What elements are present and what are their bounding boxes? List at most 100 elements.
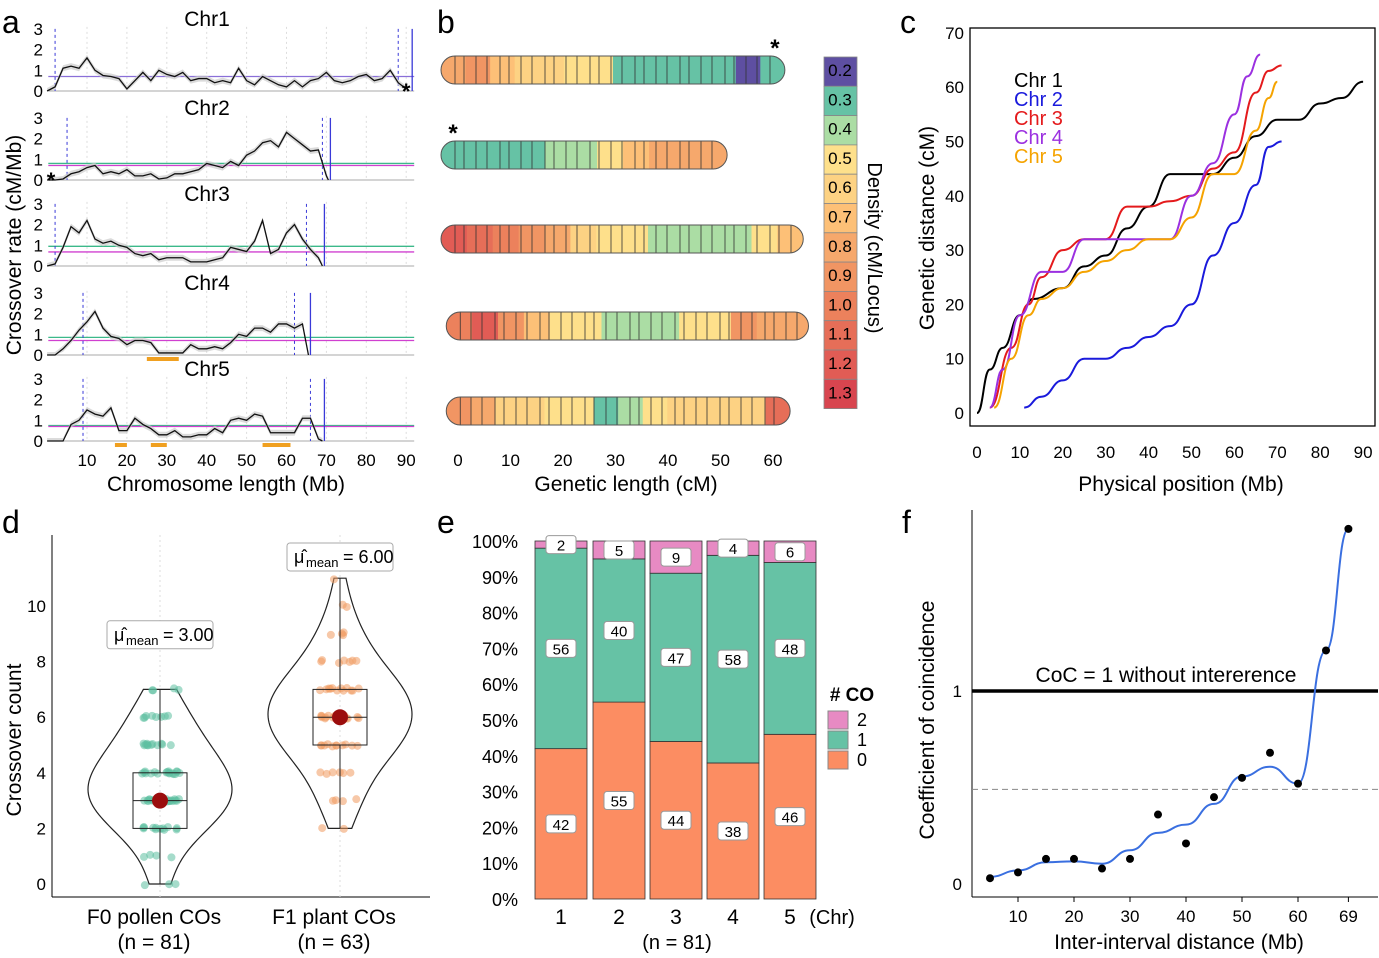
d-data-point [331, 796, 340, 805]
b-density-bin [637, 56, 663, 84]
d-data-point [165, 880, 174, 889]
b-colorbar-cell [823, 144, 858, 175]
a-y-tick: 0 [34, 346, 43, 365]
panel-label-c: c [900, 4, 916, 40]
e-data-label: 56 [553, 641, 570, 658]
e-data-label-box [774, 638, 806, 658]
c-y-tick: 60 [945, 78, 964, 97]
d-data-point [326, 684, 335, 693]
b-density-bin [741, 397, 767, 425]
panel-label-e: e [437, 504, 455, 540]
a-y-tick: 0 [34, 82, 43, 101]
d-mean-symbol: μ̂ [294, 547, 307, 567]
e-bar-chr-1: 42 56 2 1 [534, 535, 588, 929]
b-density-bin [601, 312, 628, 340]
d-y-tick: 10 [27, 597, 46, 616]
d-group-2: μ̂ mean = 6.00 F1 plant COs(n = 63) [267, 535, 413, 954]
e-legend-label-1: 1 [857, 730, 867, 750]
b-chromosome-chr2: * [440, 120, 728, 170]
b-bins [441, 56, 785, 84]
e-data-label: 5 [615, 543, 623, 560]
f-smooth-line [989, 527, 1350, 878]
e-y-tick: 40% [482, 747, 518, 767]
e-legend-swatch-2 [827, 710, 849, 730]
c-x-tick: 70 [1268, 443, 1287, 462]
e-data-label-box [660, 647, 692, 667]
e-n-note: (n = 81) [642, 932, 711, 954]
b-bins [446, 397, 791, 425]
f-data-point [1238, 773, 1246, 782]
a-gap-bar [146, 357, 179, 361]
d-data-point [316, 768, 325, 777]
c-x-tick: 0 [972, 443, 981, 462]
d-data-point [334, 658, 343, 667]
c-legend-label-5: Chr 5 [1014, 146, 1063, 168]
d-data-point [333, 686, 342, 695]
e-data-label: 9 [672, 550, 680, 567]
d-mean-dot [152, 792, 168, 809]
d-data-point [150, 768, 159, 777]
b-density-bin [642, 397, 668, 425]
b-density-bin [756, 312, 784, 340]
d-data-point [316, 686, 325, 695]
b-density-bin [705, 312, 732, 340]
d-data-point [354, 684, 363, 693]
b-colorbar-label: 1.1 [828, 325, 852, 344]
a-x-tick: 90 [397, 451, 416, 470]
b-colorbar-cell [823, 378, 858, 409]
a-y-tick: 3 [34, 20, 43, 39]
b-density-bin [465, 56, 491, 84]
f-data-point [1294, 779, 1302, 788]
c-y-tick: 70 [945, 24, 964, 43]
b-bins [446, 312, 809, 340]
f-reference-label: CoC = 1 without intererence [1036, 664, 1297, 687]
e-data-label-box [603, 791, 635, 811]
e-legend-swatch-0 [827, 750, 849, 770]
b-density-bin [493, 141, 520, 169]
f-x-tick: 69 [1339, 907, 1358, 926]
a-x-tick: 20 [117, 451, 136, 470]
b-colorbar-label: 1.2 [828, 354, 852, 373]
e-x-tick: 2 [613, 906, 625, 929]
b-density-bin [470, 397, 496, 425]
e-y-tick: 70% [482, 639, 518, 659]
d-data-point [140, 881, 149, 890]
e-data-label-box [660, 810, 692, 830]
e-y-tick: 0% [492, 890, 518, 910]
b-density-bin [441, 225, 468, 253]
c-y-title: Genetic distance (cM) [916, 126, 939, 330]
e-x-unit: (Chr) [809, 907, 855, 929]
a-y-tick: 1 [34, 325, 43, 344]
b-density-bin [777, 225, 804, 253]
f-data-point [1014, 868, 1022, 877]
b-density-bin [627, 312, 654, 340]
a-gap-bar [262, 443, 291, 447]
c-series-line-5 [993, 80, 1278, 409]
a-y-tick: 2 [34, 216, 43, 235]
a-x-tick: 40 [197, 451, 216, 470]
c-y-tick: 50 [945, 133, 964, 152]
b-density-bin [569, 397, 595, 425]
b-colorbar-cell [823, 85, 858, 117]
b-chromosome-chr1: * [440, 35, 786, 85]
panel-label-d: d [2, 504, 20, 540]
c-x-title: Physical position (Mb) [1078, 473, 1283, 496]
f-y-tick: 1 [953, 682, 962, 701]
b-chromosome-chr5 [445, 396, 791, 426]
b-colorbar-label: 0.8 [828, 237, 852, 256]
f-x-tick: 60 [1289, 907, 1308, 926]
f-x-tick: 30 [1121, 907, 1140, 926]
a-rate-line [47, 310, 310, 356]
panel-label-b: b [437, 4, 455, 40]
c-y-tick: 30 [945, 241, 964, 260]
b-density-bin [571, 141, 598, 169]
b-colorbar-label: 0.9 [828, 266, 852, 285]
c-series-line-3 [989, 64, 1282, 409]
a-y-tick: 3 [34, 109, 43, 128]
b-colorbar-label: 0.7 [828, 208, 852, 227]
b-density-bin [570, 225, 597, 253]
e-data-label: 46 [782, 810, 799, 827]
b-density-bin [596, 225, 623, 253]
d-data-point [324, 711, 333, 720]
d-data-point [153, 741, 162, 750]
